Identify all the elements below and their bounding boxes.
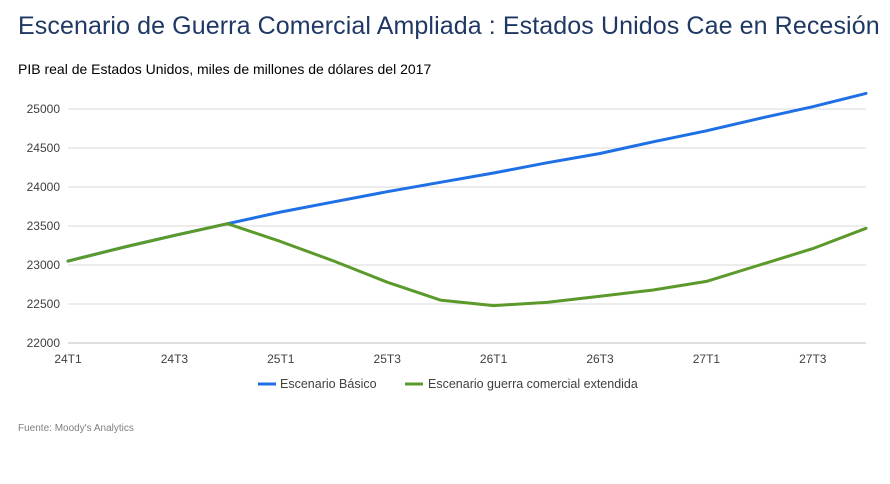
legend: Escenario Básico Escenario guerra comerci… <box>258 377 638 391</box>
x-tick-label: 26T3 <box>586 352 614 366</box>
y-axis-ticks: 22000 22500 23000 23500 24000 24500 25000 <box>27 102 61 350</box>
chart-subtitle: PIB real de Estados Unidos, miles de mil… <box>18 61 432 77</box>
source-note: Fuente: Moody's Analytics <box>18 423 134 434</box>
y-tick-label: 23000 <box>27 258 61 272</box>
y-tick-label: 24000 <box>27 180 61 194</box>
y-tick-label: 23500 <box>27 219 61 233</box>
x-tick-label: 25T1 <box>267 352 295 366</box>
y-tick-label: 22500 <box>27 297 61 311</box>
series-line-escenario-basico <box>66 91 868 263</box>
gridlines <box>68 108 866 305</box>
x-tick-label: 25T3 <box>374 352 402 366</box>
x-tick-label: 24T3 <box>161 352 189 366</box>
x-tick-label: 27T1 <box>693 352 721 366</box>
y-tick-label: 25000 <box>27 102 61 116</box>
chart-title: Escenario de Guerra Comercial Ampliada :… <box>18 12 880 40</box>
series-line-escenario-guerra-comercial <box>66 222 868 308</box>
y-tick-label: 24500 <box>27 141 61 155</box>
x-tick-label: 24T1 <box>54 352 82 366</box>
y-tick-label: 22000 <box>27 336 61 350</box>
x-tick-label: 26T1 <box>480 352 508 366</box>
x-tick-label: 27T3 <box>799 352 827 366</box>
legend-label: Escenario guerra comercial extendida <box>428 377 638 391</box>
series-lines <box>66 91 868 308</box>
x-axis-ticks: 24T1 24T3 25T1 25T3 26T1 26T3 27T1 27T3 <box>54 352 826 366</box>
legend-label: Escenario Básico <box>280 377 377 391</box>
